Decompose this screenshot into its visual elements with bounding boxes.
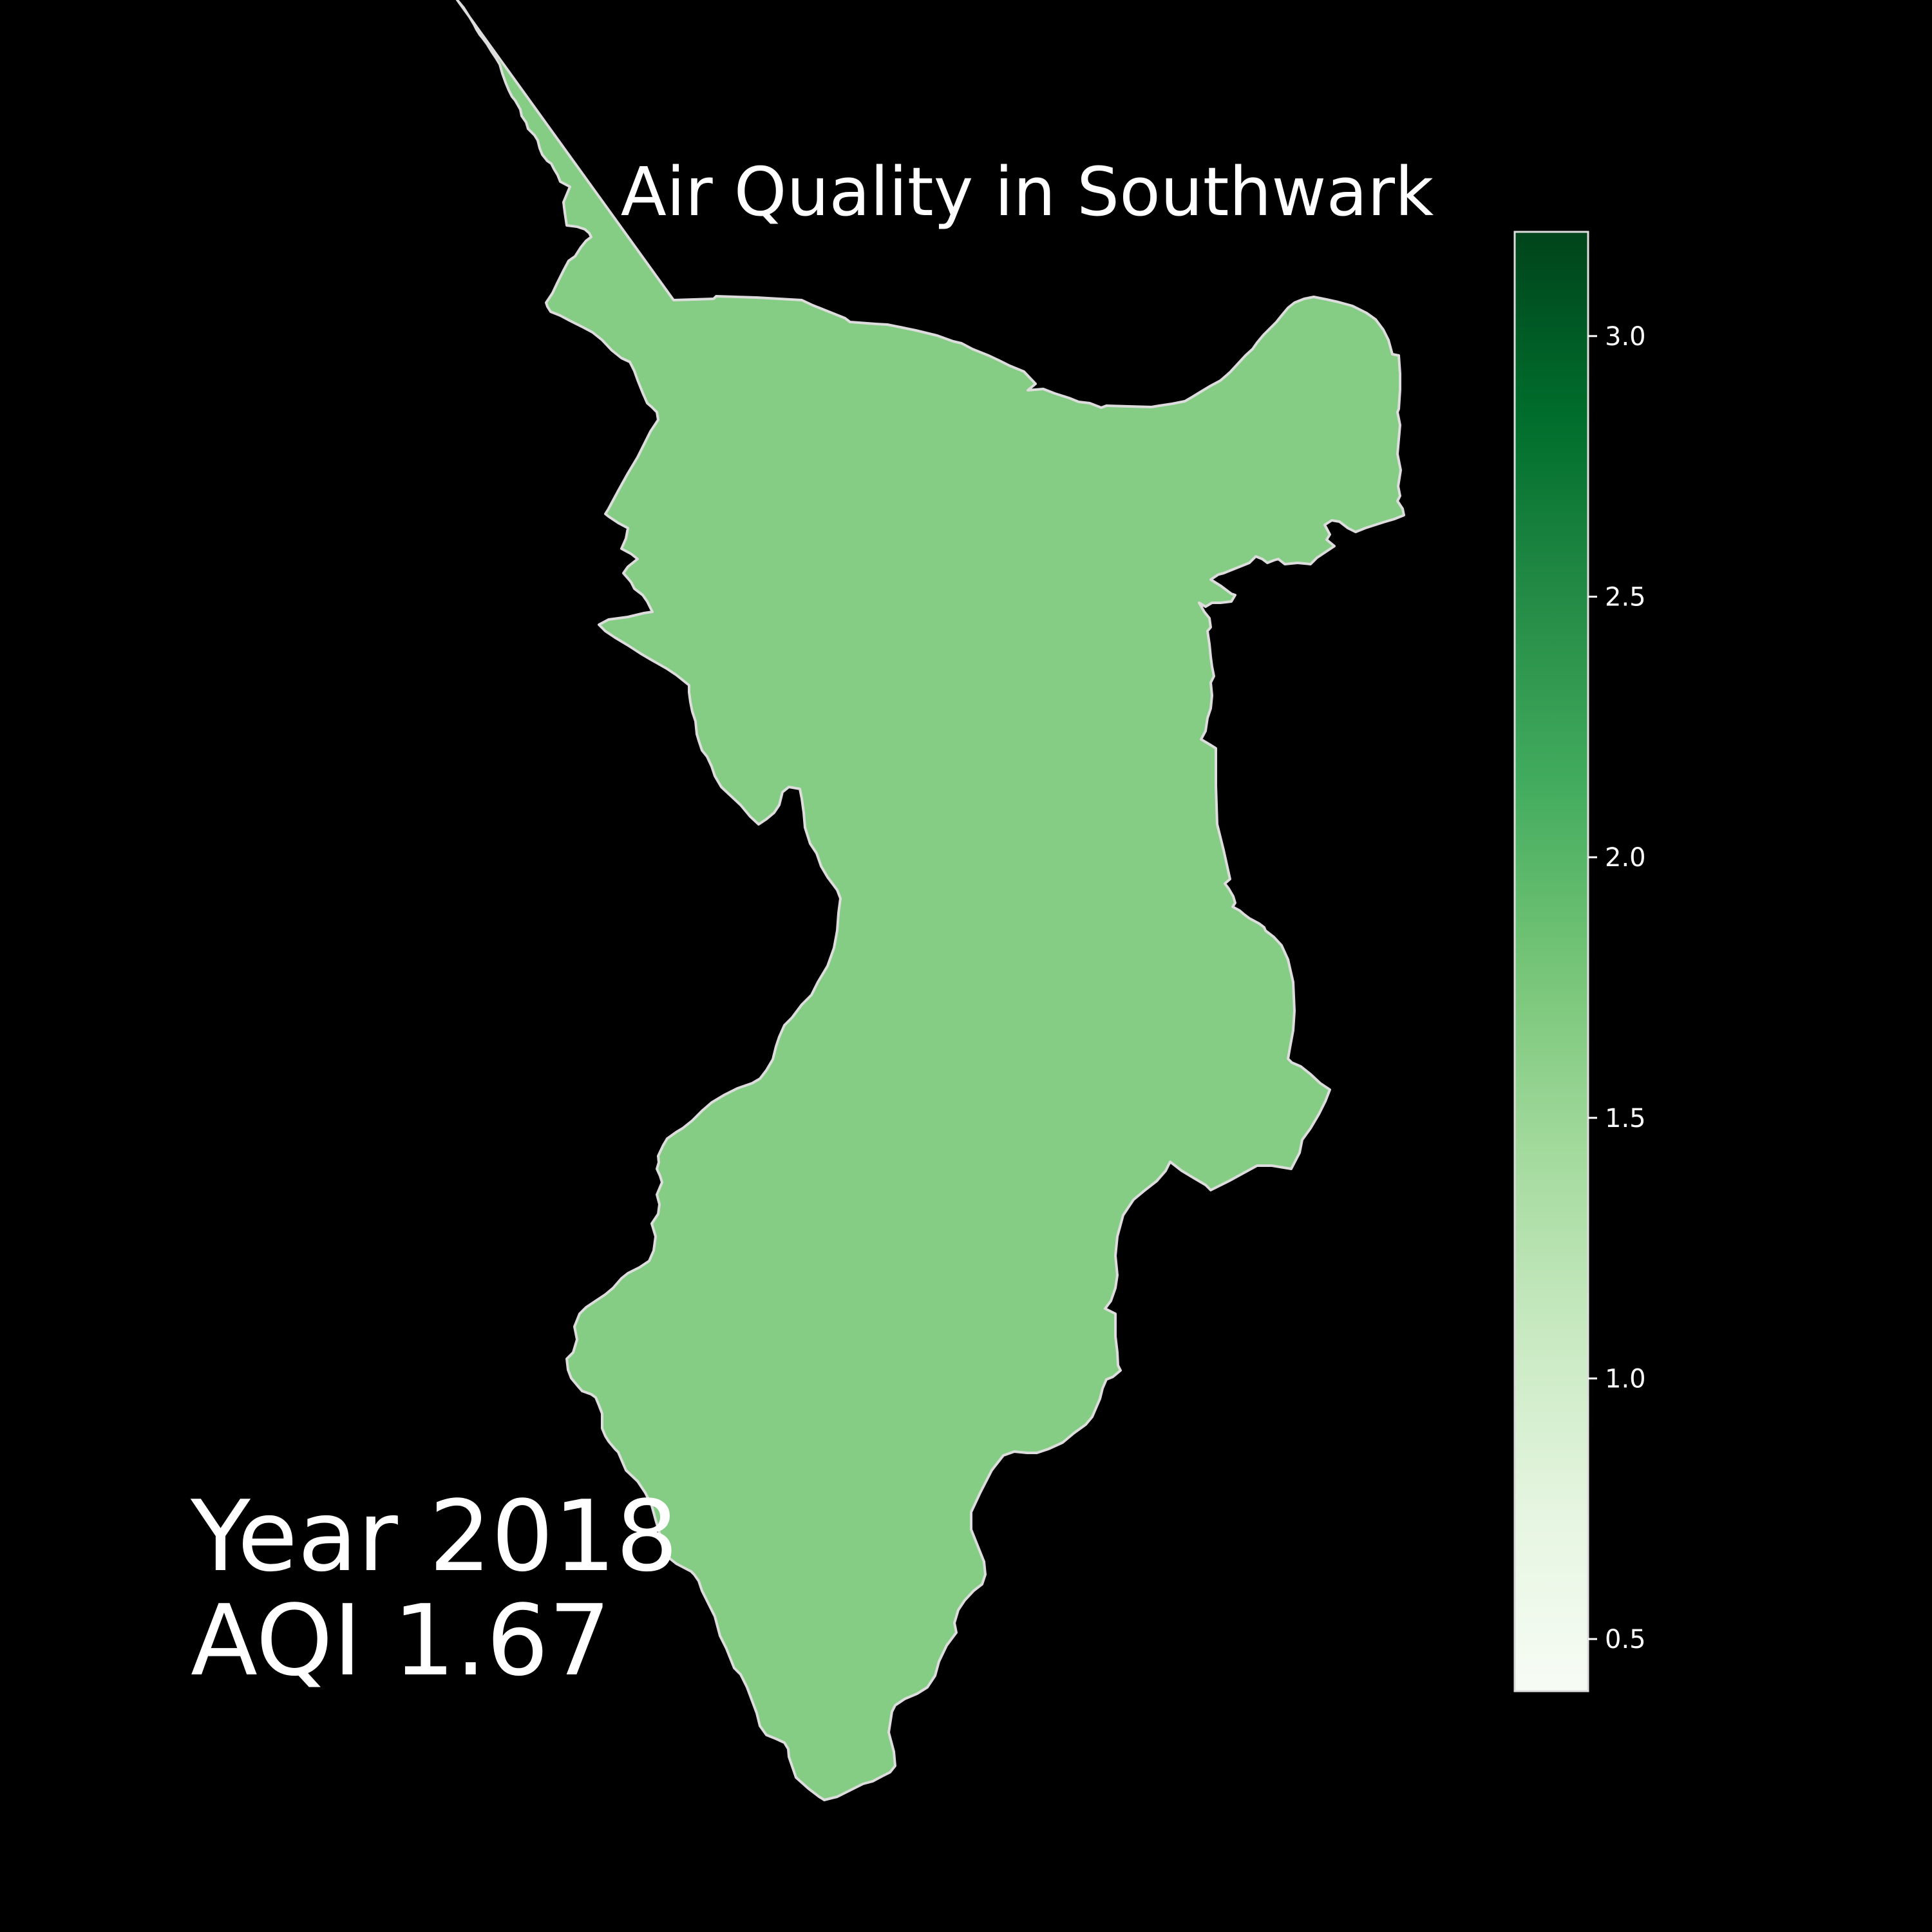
year-label: Year 2018 [190,1479,678,1593]
colorbar: 0.5 1.0 1.5 2.0 2.5 3.0 [1513,231,1646,1692]
colorbar-tick-label: 1.0 [1605,1364,1646,1394]
aqi-label: AQI 1.67 [191,1584,611,1698]
map-title: Air Quality in Southwark [621,153,1434,231]
colorbar-tick-label: 3.0 [1605,322,1646,352]
colorbar-tick-label: 1.5 [1605,1104,1646,1133]
colorbar-ticks: 0.5 1.0 1.5 2.0 2.5 3.0 [1588,322,1646,1654]
southwark-region[interactable] [456,0,1405,1801]
colorbar-tick-label: 2.5 [1605,583,1646,612]
colorbar-gradient [1513,231,1589,1692]
colorbar-tick-label: 0.5 [1605,1625,1646,1654]
colorbar-tick-label: 2.0 [1605,843,1646,873]
